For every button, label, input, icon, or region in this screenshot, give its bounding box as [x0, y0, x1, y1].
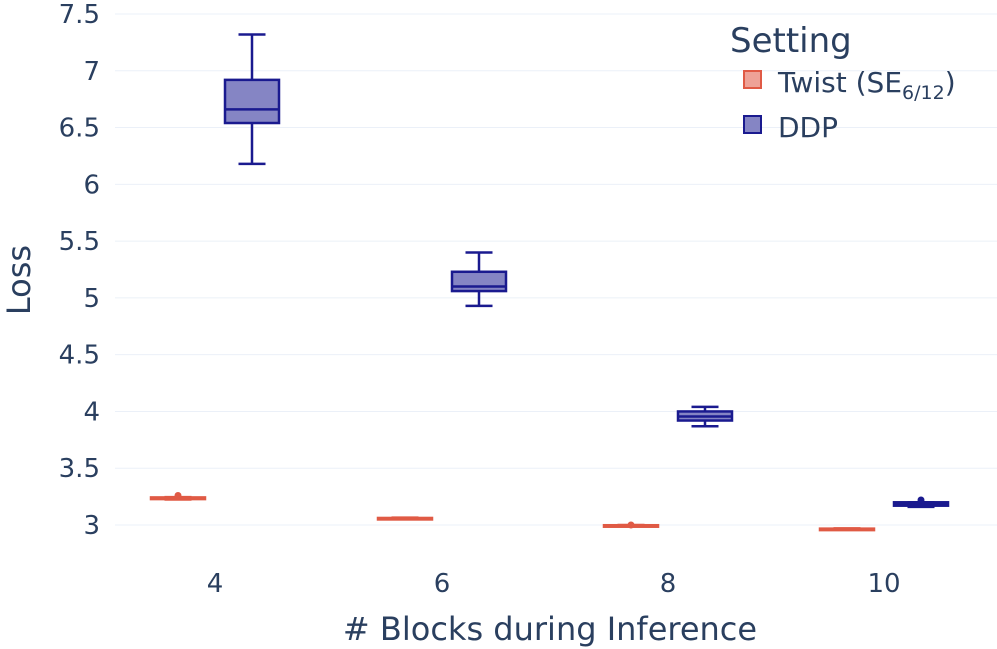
- outlier-point-0: [627, 521, 635, 529]
- y-tick-label-1: 3.5: [59, 454, 100, 484]
- box-layer: [149, 33, 950, 532]
- legend-title: Setting: [730, 21, 852, 61]
- box-twist-10: [818, 527, 876, 532]
- legend-label-twist-sub: 6/12: [902, 82, 945, 104]
- y-axis-title: Loss: [0, 245, 38, 315]
- x-tick-label-0: 4: [207, 569, 224, 599]
- y-tick-label-7: 6.5: [59, 114, 100, 144]
- box-ddp-6: [450, 251, 508, 308]
- box-twist-4: [149, 491, 207, 501]
- box-ddp-4: [223, 33, 281, 166]
- y-tick-label-6: 6: [83, 170, 100, 200]
- legend-label-twist-end: ): [945, 66, 956, 99]
- x-tick-label-3: 10: [867, 569, 900, 599]
- outlier-point-0: [174, 491, 182, 499]
- y-tick-label-5: 5.5: [59, 227, 100, 257]
- box-ddp-10: [892, 496, 950, 509]
- box-iqr: [450, 270, 508, 293]
- gridlines: [115, 13, 997, 526]
- y-tick-label-9: 7.5: [59, 0, 100, 30]
- y-tick-label-8: 7: [83, 57, 100, 87]
- legend-item-twist[interactable]: Twist (SE6/12): [743, 66, 956, 104]
- y-tick-label-0: 3: [83, 511, 100, 541]
- x-axis-ticks: 4 6 8 10: [207, 569, 901, 599]
- outlier-point-0: [917, 496, 925, 504]
- y-axis-ticks: 3 3.5 4 4.5 5 5.5 6 6.5 7 7.5: [59, 0, 100, 541]
- box-twist-6: [376, 516, 434, 521]
- legend-swatch-twist: [743, 70, 762, 89]
- legend-item-ddp[interactable]: DDP: [743, 111, 838, 144]
- x-tick-label-1: 6: [434, 569, 451, 599]
- box-twist-8: [602, 521, 660, 529]
- y-tick-label-3: 4.5: [59, 341, 100, 371]
- y-tick-label-2: 4: [83, 397, 100, 427]
- box-ddp-8: [676, 405, 734, 428]
- legend-label-twist-main: Twist (SE: [777, 66, 902, 99]
- box-iqr: [223, 78, 281, 125]
- legend: Setting Twist (SE6/12) DDP: [730, 21, 956, 144]
- legend-label-ddp: DDP: [778, 111, 838, 144]
- x-tick-label-2: 8: [660, 569, 677, 599]
- y-tick-label-4: 5: [83, 284, 100, 314]
- x-axis-title: # Blocks during Inference: [343, 610, 757, 648]
- legend-swatch-ddp: [743, 115, 762, 134]
- legend-label-twist: Twist (SE6/12): [777, 66, 956, 104]
